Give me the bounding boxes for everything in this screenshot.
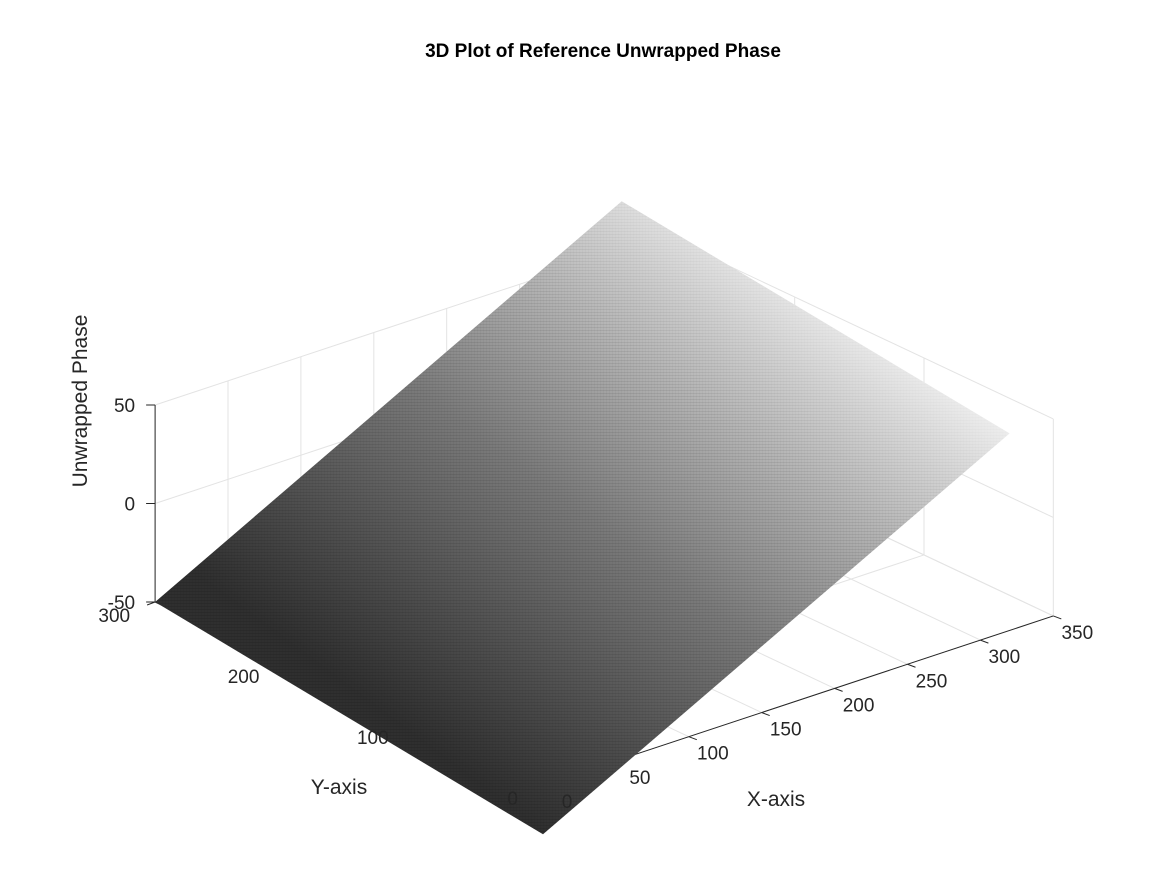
surface-group: [155, 201, 1010, 835]
y-tick-label: 100: [357, 728, 389, 749]
x-tick-label: 150: [770, 720, 802, 741]
y-tick-label: 300: [98, 606, 130, 627]
y-tick-label: 200: [228, 667, 260, 688]
y-tick-label: 0: [507, 789, 518, 810]
chart-title: 3D Plot of Reference Unwrapped Phase: [425, 41, 781, 62]
x-tick-label: 200: [843, 695, 875, 716]
x-tick-mark: [907, 663, 916, 668]
x-tick-mark: [980, 639, 989, 644]
y-axis-label: Y-axis: [311, 776, 367, 799]
z-tick-label: 50: [114, 396, 135, 417]
x-tick-label: 50: [629, 768, 650, 789]
x-tick-mark: [688, 736, 697, 741]
x-tick-label: 100: [697, 744, 729, 765]
x-tick-label: 300: [989, 647, 1021, 668]
x-tick-mark: [1053, 615, 1062, 620]
x-tick-mark: [834, 687, 843, 692]
z-tick-label: -50: [108, 593, 135, 614]
x-tick-label: 350: [1061, 623, 1093, 644]
x-tick-mark: [761, 712, 770, 717]
surface-mesh: [155, 201, 1010, 835]
z-tick-label: 0: [125, 495, 136, 516]
x-tick-label: 250: [916, 671, 948, 692]
z-axis-label: Unwrapped Phase: [69, 315, 92, 488]
x-axis-label: X-axis: [747, 788, 805, 811]
x-tick-label: 0: [562, 792, 573, 813]
